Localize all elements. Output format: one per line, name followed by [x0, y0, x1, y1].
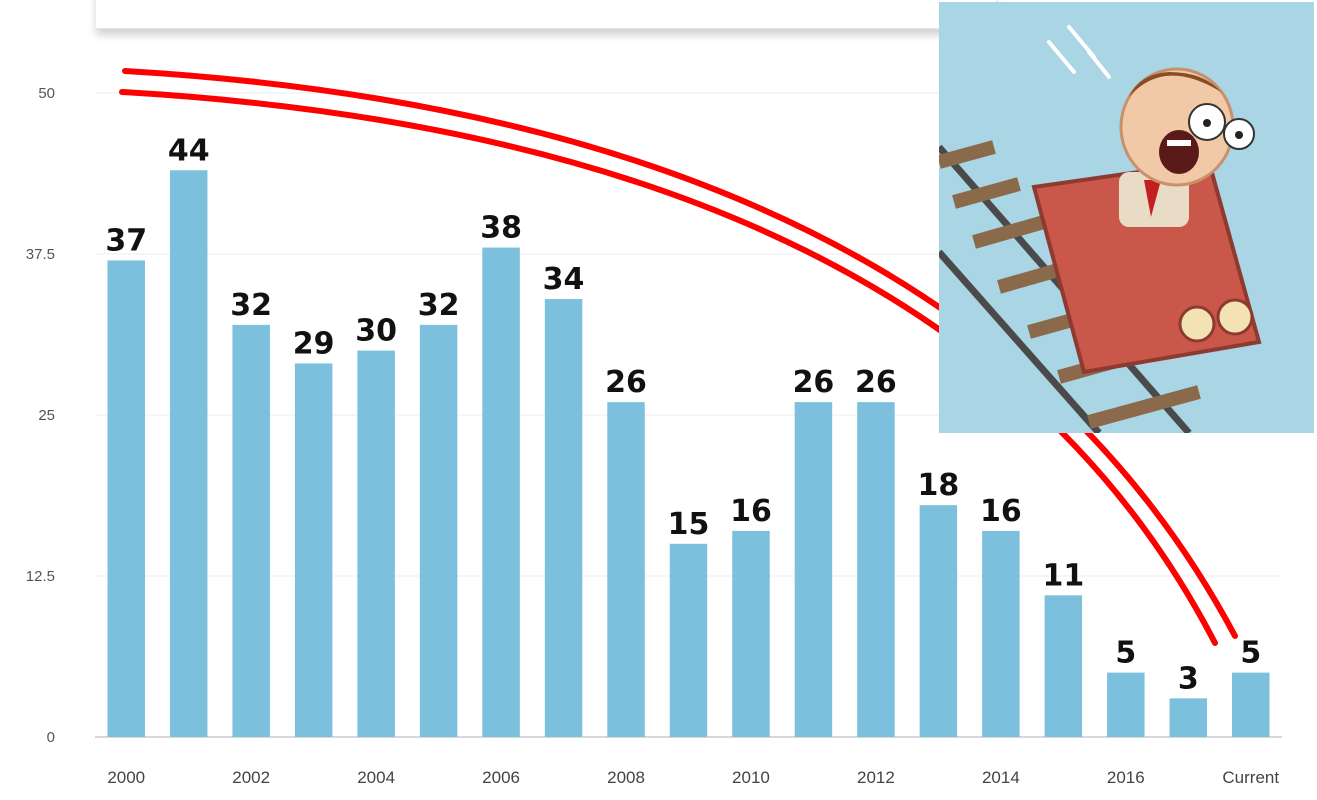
bar — [169, 170, 208, 737]
bar-value-label: 26 — [855, 365, 897, 400]
x-tick-label: 2016 — [1107, 768, 1145, 787]
trend-line-inner — [119, 89, 1218, 646]
bar — [607, 402, 645, 737]
bar — [1169, 698, 1208, 737]
bar-value-label: 29 — [293, 326, 335, 361]
x-tick-label: 2012 — [857, 768, 895, 787]
bar — [482, 247, 520, 737]
bar-value-label: 5 — [1115, 636, 1136, 671]
x-tick-label: 2008 — [607, 768, 645, 787]
bar-value-label: 18 — [918, 468, 960, 503]
bar — [919, 505, 958, 737]
bar-value-label: 37 — [105, 223, 147, 258]
bar — [1107, 672, 1145, 737]
bar-value-label: 38 — [480, 211, 522, 246]
bar-value-label: 15 — [668, 507, 710, 542]
bar-value-label: 11 — [1042, 558, 1084, 593]
x-axis: 2000 2002 2004 2006 2008 2010 2012 2014 2016 Curr… — [107, 768, 1279, 787]
bar — [1232, 672, 1270, 737]
y-tick-label: 0 — [47, 729, 55, 746]
bar — [732, 530, 770, 737]
bar — [857, 402, 895, 737]
bar-value-label: 26 — [605, 365, 647, 400]
bar-value-label: 16 — [730, 494, 772, 529]
bar-value-label: 30 — [355, 314, 397, 349]
bar-value-labels: 37 44 32 29 30 32 38 34 26 15 16 26 26 18 16 11 5 3 5 — [105, 133, 1261, 696]
chart-title-banner — [96, 0, 996, 29]
x-tick-label: 2006 — [482, 768, 520, 787]
x-tick-label: 2010 — [732, 768, 770, 787]
bar — [669, 543, 708, 737]
bar — [419, 324, 458, 737]
bar-value-label: 34 — [543, 262, 585, 297]
bar-value-label: 5 — [1240, 636, 1261, 671]
x-tick-label: 2004 — [357, 768, 395, 787]
bar-value-label: 32 — [418, 288, 460, 323]
bar-value-label: 26 — [793, 365, 835, 400]
bar-value-label: 44 — [168, 133, 210, 168]
bar — [1044, 595, 1083, 737]
bar — [294, 363, 333, 737]
bar — [232, 324, 270, 737]
y-tick-label: 37.5 — [26, 246, 55, 263]
x-tick-label: 2002 — [232, 768, 270, 787]
y-tick-label: 50 — [38, 85, 55, 102]
bar — [982, 530, 1020, 737]
bar-value-label: 32 — [230, 288, 272, 323]
bar-value-label: 3 — [1178, 661, 1199, 696]
roller-coaster-cartoon-icon — [939, 2, 1314, 433]
trend-line-outer — [122, 68, 1238, 639]
bar-value-label: 16 — [980, 494, 1022, 529]
trend-arrow — [119, 68, 1238, 646]
bar — [794, 402, 833, 737]
bar — [357, 350, 395, 737]
x-tick-label: 2014 — [982, 768, 1020, 787]
y-tick-label: 12.5 — [26, 568, 55, 585]
y-axis: 0 12.5 25 37.5 50 — [26, 85, 55, 746]
bar — [107, 260, 145, 737]
bar — [544, 299, 583, 737]
y-tick-label: 25 — [38, 407, 55, 424]
x-tick-label: Current — [1222, 768, 1279, 787]
x-tick-label: 2000 — [107, 768, 145, 787]
chart-bars — [107, 170, 1270, 737]
